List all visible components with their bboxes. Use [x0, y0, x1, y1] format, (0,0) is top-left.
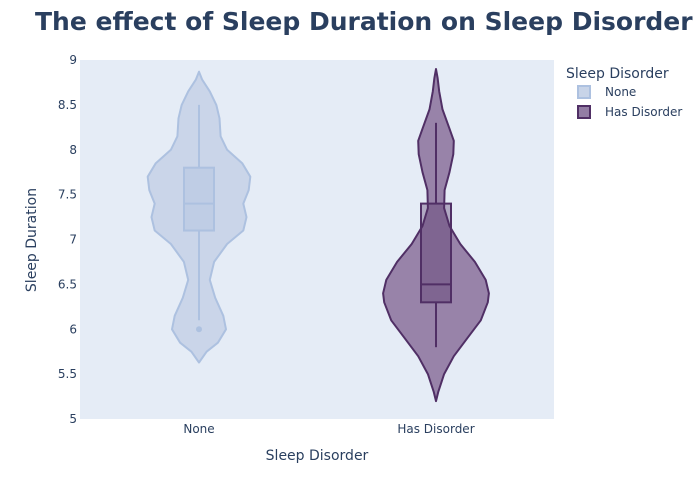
violin-body [146, 70, 252, 364]
y-tick-label: 8.5 [58, 98, 77, 112]
legend-title: Sleep Disorder [566, 66, 669, 82]
violin-body [382, 68, 490, 403]
y-tick-label: 7.5 [58, 188, 77, 202]
y-tick-label: 9 [69, 53, 77, 67]
plot-area [80, 60, 554, 419]
legend-entry-label: None [605, 85, 636, 99]
violin-0 [146, 70, 252, 364]
y-tick-label: 6 [69, 322, 77, 336]
y-tick-label: 5.5 [58, 367, 77, 381]
box-iqr [183, 166, 215, 232]
x-axis-title: Sleep Disorder [266, 448, 369, 464]
x-tick-label: None [183, 422, 214, 436]
y-axis-ticks: 5 5.5 6 6.5 7 7.5 8 8.5 9 [58, 53, 77, 426]
legend: Sleep Disorder None Has Disorder [566, 66, 682, 119]
y-tick-label: 6.5 [58, 277, 77, 291]
legend-swatch [577, 105, 591, 119]
chart-title: The effect of Sleep Duration on Sleep Di… [35, 7, 700, 36]
y-tick-label: 8 [69, 143, 77, 157]
y-tick-label: 5 [69, 412, 77, 426]
y-tick-label: 7 [69, 233, 77, 247]
outlier-point [196, 326, 202, 333]
x-tick-label: Has Disorder [397, 422, 474, 436]
y-axis-title: Sleep Duration [24, 188, 40, 292]
x-axis-ticks: None Has Disorder [183, 422, 474, 436]
legend-entry-label: Has Disorder [605, 105, 682, 119]
violin-1 [382, 68, 490, 403]
legend-swatch [577, 85, 591, 99]
violin-traces [146, 68, 490, 403]
box-iqr [420, 202, 452, 304]
